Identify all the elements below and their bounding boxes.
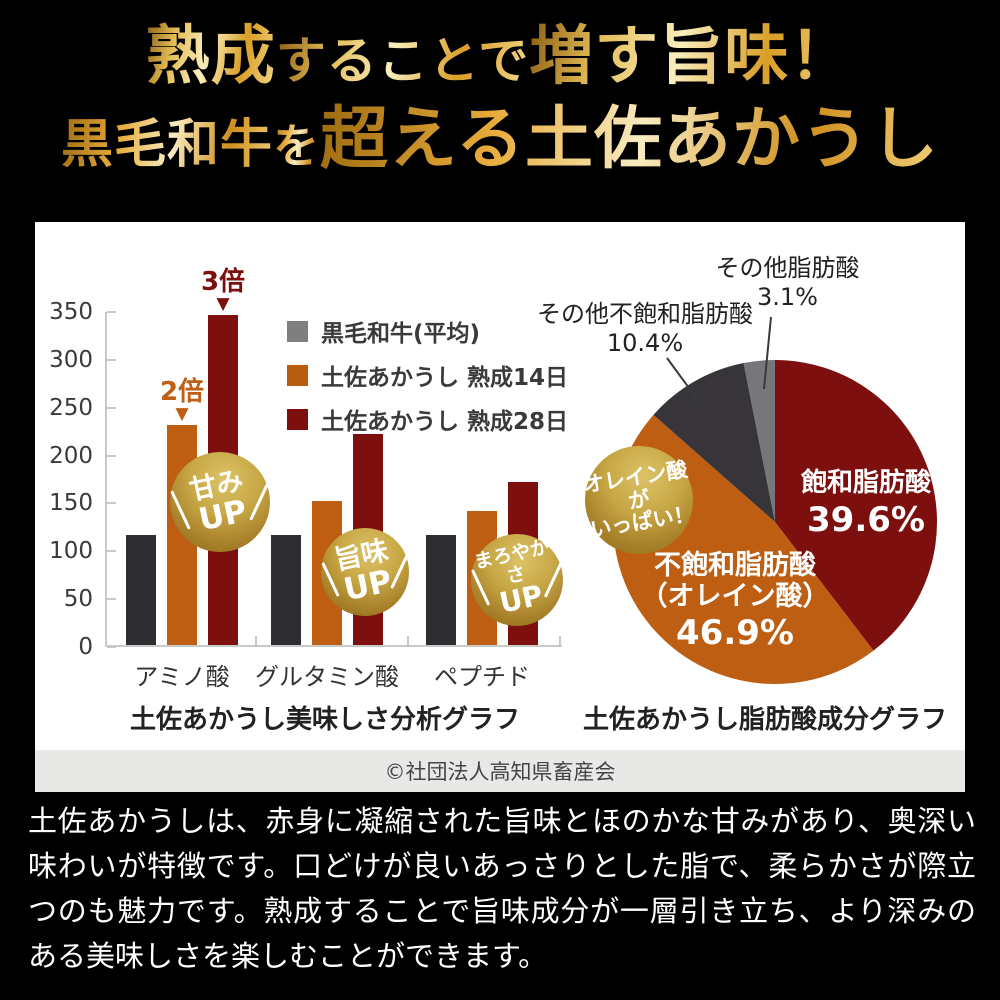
y-axis-tick: [107, 311, 116, 313]
pie-label-unsaturated: 不飽和脂肪酸 （オレイン酸） 46.9%: [623, 550, 847, 652]
pie-label-other-fatty-acid: その他脂肪酸 3.1%: [680, 254, 895, 312]
pie-label-other-unsaturated-name: その他不飽和脂肪酸: [537, 300, 753, 328]
legend-item: 土佐あかうし 熟成28日: [287, 402, 568, 436]
annotation-3倍: 3倍 ▼: [178, 269, 268, 313]
pie-label-unsaturated-name2: （オレイン酸）: [640, 581, 830, 612]
header-line2-part2: を: [273, 119, 321, 174]
y-axis-tick: [107, 598, 116, 601]
legend-item: 土佐あかうし 熟成14日: [287, 358, 568, 392]
header: 熟成することで増す旨味！ 黒毛和牛を超える土佐あかうし: [0, 24, 1000, 175]
y-axis-tick: [107, 406, 116, 409]
category-label: ペプチド: [434, 663, 530, 691]
x-axis-tick: [407, 636, 409, 645]
y-axis-label: 200: [49, 442, 93, 469]
pie-label-unsaturated-name: 不飽和脂肪酸: [654, 550, 816, 581]
y-axis-label: 300: [49, 346, 93, 373]
down-arrow-icon: ▼: [175, 403, 189, 424]
y-axis-tick: [107, 502, 116, 505]
charts-panel: 0 50 100 150 200 250 300 350 アミノ酸 グルタミン酸 ペプチド 2倍 ▼ 3倍…: [35, 222, 965, 750]
pie-label-saturated: 飽和脂肪酸 39.6%: [766, 468, 966, 539]
y-axis-tick: [107, 454, 116, 457]
x-axis-tick: [559, 636, 561, 645]
pie-label-unsaturated-pct: 46.9%: [676, 613, 794, 653]
leader-line: [763, 316, 772, 390]
legend-label: 土佐あかうし 熟成14日: [321, 365, 569, 391]
pie-chart-title: 土佐あかうし脂肪酸成分グラフ: [582, 705, 947, 735]
pie-label-other-fatty-acid-pct: 3.1%: [757, 283, 818, 311]
annotation-text: 2倍: [159, 376, 205, 407]
header-line-1: 熟成することで増す旨味！: [0, 24, 1000, 89]
pie-label-saturated-pct: 39.6%: [807, 500, 925, 540]
y-axis-tick: [107, 550, 116, 553]
annotation-2倍: 2倍 ▼: [137, 379, 227, 423]
annotation-text: 3倍: [200, 266, 246, 297]
category-label: アミノ酸: [134, 663, 230, 691]
slash-right-icon: [249, 481, 270, 521]
badge-amami-up-text: 甘み UP: [187, 465, 253, 539]
y-axis-label: 350: [49, 299, 93, 325]
copyright-text: ©社団法人高知県畜産会: [384, 760, 616, 784]
description-text: 土佐あかうしは、赤身に凝縮された旨味とほのかな甘みがあり、奥深い味わいが特徴です…: [28, 804, 976, 973]
badge-umami-up-text: 旨味 UP: [332, 535, 398, 609]
pie-label-other-unsaturated: その他不飽和脂肪酸 10.4%: [507, 300, 783, 358]
badge-oleic-acid-text: オレイン酸が いっぱい！: [580, 457, 697, 542]
legend-label: 黒毛和牛(平均): [321, 321, 481, 347]
legend-swatch: [287, 320, 308, 342]
bar-1-1: [126, 534, 156, 645]
pie-slice-4: [743, 360, 775, 522]
down-arrow-icon: ▼: [216, 293, 230, 314]
header-line-2: 黒毛和牛を超える土佐あかうし: [0, 105, 1000, 174]
bar-1-2: [271, 534, 301, 645]
badge-amami-line2: UP: [195, 492, 251, 539]
header-line2-part1: 黒毛和牛: [61, 114, 274, 176]
y-axis-label: 250: [49, 394, 93, 421]
badge-maroyakasa-up: まろやかさ UP: [471, 534, 563, 626]
pie-label-other-fatty-acid-name: その他脂肪酸: [715, 254, 860, 282]
header-line1-part3: 増す旨味！: [529, 19, 855, 94]
y-axis-label: 0: [78, 634, 93, 660]
header-line2-part3: 超える土佐あかうし: [320, 99, 939, 180]
x-axis-tick: [255, 636, 257, 645]
category-label: グルタミン酸: [255, 663, 399, 691]
badge-umami-line2: UP: [340, 562, 396, 609]
copyright-bar: ©社団法人高知県畜産会: [35, 750, 965, 792]
y-axis-label: 100: [49, 538, 93, 565]
badge-umami-up: 旨味 UP: [321, 528, 409, 616]
y-axis-tick: [107, 646, 116, 648]
y-axis-label: 50: [63, 586, 93, 613]
header-line1-part1: 熟成: [145, 19, 276, 94]
y-axis-label: 150: [49, 490, 93, 517]
bar-chart-title: 土佐あかうし美味しさ分析グラフ: [129, 705, 520, 735]
y-axis-tick: [107, 358, 116, 361]
header-line1-part2: することで: [275, 31, 530, 90]
leader-line: [666, 357, 701, 404]
pie-label-saturated-name: 飽和脂肪酸: [800, 468, 931, 498]
pie-slice-1: [775, 360, 937, 651]
pie-slice-3: [653, 363, 775, 522]
legend-item: 黒毛和牛(平均): [287, 314, 568, 348]
legend-swatch: [287, 364, 308, 386]
pie-label-other-unsaturated-pct: 10.4%: [606, 329, 684, 357]
slash-right-icon: [390, 553, 409, 589]
badge-oleic-acid: オレイン酸が いっぱい！: [582, 446, 696, 554]
bar-1-3: [426, 534, 456, 645]
legend-label: 土佐あかうし 熟成28日: [321, 409, 569, 435]
legend-swatch: [287, 408, 308, 430]
badge-amami-up: 甘み UP: [170, 452, 270, 552]
bar-chart-legend: 黒毛和牛(平均) 土佐あかうし 熟成14日 土佐あかうし 熟成28日: [287, 314, 568, 436]
